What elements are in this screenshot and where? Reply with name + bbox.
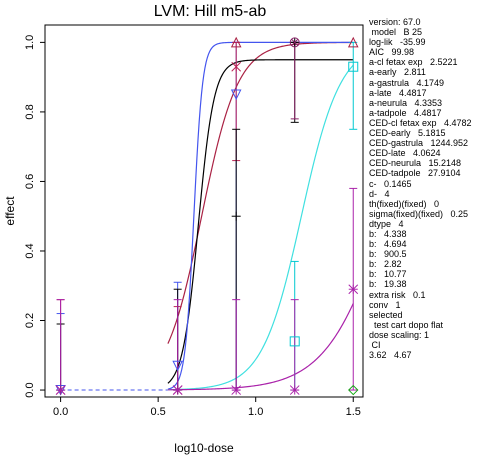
- data-point-star: [172, 385, 183, 395]
- error-bars: [56, 41, 358, 391]
- annotation-line: log-lik -35.99: [369, 37, 426, 48]
- data-point-star: [289, 385, 300, 395]
- data-point-triangle-up: [347, 36, 359, 48]
- fit-curve-3: [167, 64, 354, 391]
- annotation-line: model B 25: [369, 27, 423, 38]
- annotation-line: CED-gastrula 1244.952: [369, 138, 469, 149]
- annotation-line: a-early 2.811: [369, 67, 426, 78]
- annotation-line: dtype 4: [369, 218, 404, 229]
- annotation-line: d- 4: [369, 188, 390, 199]
- y-tick-label: 0.0: [24, 382, 36, 397]
- annotation-line: CI: [369, 340, 381, 350]
- annotation-line: b: 4.694: [369, 239, 407, 250]
- plot-frame: [44, 24, 364, 398]
- legend-annotations: version: 67.0 model B 25 log-lik -35.99 AI…: [369, 17, 499, 360]
- annotation-line: extra risk 0.1: [369, 289, 426, 300]
- annotation-line: 3.62 4.67: [369, 350, 412, 361]
- annotation-line: b: 10.77: [369, 269, 407, 280]
- annotation-line: CED-early 5.1815: [369, 128, 446, 139]
- annotation-line: a-neurula 4.3353: [369, 97, 443, 108]
- annotation-line: CED-tadpole 27.9104: [369, 168, 461, 179]
- annotation-line: selected: [369, 309, 403, 320]
- fit-curve-0: [167, 41, 354, 344]
- fit-curve-2: [167, 41, 354, 390]
- y-tick-label: 0.4: [24, 243, 36, 258]
- annotation-line: a-gastrula 4.1749: [369, 77, 445, 88]
- fit-curve-1: [167, 59, 354, 384]
- chart-title: LVM: Hill m5-ab: [154, 3, 267, 20]
- data-point-triangle-down: [230, 89, 242, 101]
- fit-curve-4: [167, 303, 354, 391]
- annotation-line: CED-late 4.0624: [369, 148, 441, 159]
- annotation-line: AIC 99.98: [369, 47, 415, 58]
- data-point-square: [348, 61, 359, 72]
- x-tick-label: 1.0: [248, 406, 263, 418]
- data-point-plus: [231, 211, 241, 221]
- data-point-square: [289, 336, 300, 347]
- x-axis-title: log10-dose: [174, 441, 234, 455]
- y-tick-label: 1.0: [24, 35, 36, 50]
- data-markers: [55, 36, 359, 396]
- x-tick-label: 1.5: [346, 406, 361, 418]
- annotation-line: b: 4.338: [369, 228, 407, 239]
- annotation-line: CED-cl fetax exp 4.4782: [369, 117, 472, 128]
- data-point-diamond: [348, 384, 359, 396]
- data-point-star: [348, 284, 359, 295]
- annotation-line: th(fixed)(fixed) 0: [369, 198, 440, 209]
- data-point-asterisk: [231, 61, 242, 72]
- data-point-star: [55, 385, 66, 395]
- fitted-curves: [167, 41, 354, 391]
- x-tick-label: 0.0: [53, 406, 68, 418]
- data-point-triangle-down: [172, 360, 183, 372]
- data-point-triangle-up: [230, 36, 242, 48]
- y-tick-label: 0.8: [24, 104, 36, 119]
- axes: 0.0 0.5 1.0 1.5 0.0 0.2 0.4 0.6 0.8 1.0: [24, 35, 361, 418]
- annotation-line: version: 67.0: [369, 17, 421, 27]
- data-point-circle-x: [289, 37, 300, 48]
- annotation-line: b: 2.82: [369, 259, 402, 270]
- annotation-line: sigma(fixed)(fixed) 0.25: [369, 208, 469, 219]
- data-point-star: [231, 385, 242, 395]
- annotation-line: a-cl fetax exp 2.5221: [369, 57, 458, 68]
- annotation-line: dose scaling: 1: [369, 329, 430, 340]
- annotation-line: test cart dopo flat: [369, 319, 444, 330]
- y-axis-title: effect: [3, 196, 17, 226]
- y-tick-label: 0.2: [24, 313, 36, 328]
- annotation-line: conv 1: [369, 299, 401, 310]
- annotation-line: a-tadpole 4.4817: [369, 107, 442, 118]
- annotation-line: b: 900.5: [369, 249, 407, 260]
- annotation-line: CED-neurula 15.2148: [369, 158, 462, 169]
- annotation-line: c- 0.1465: [369, 178, 412, 189]
- y-tick-label: 0.6: [24, 174, 36, 189]
- annotation-line: a-late 4.4817: [369, 87, 427, 98]
- annotation-line: b: 19.38: [369, 279, 407, 290]
- x-tick-label: 0.5: [151, 406, 166, 418]
